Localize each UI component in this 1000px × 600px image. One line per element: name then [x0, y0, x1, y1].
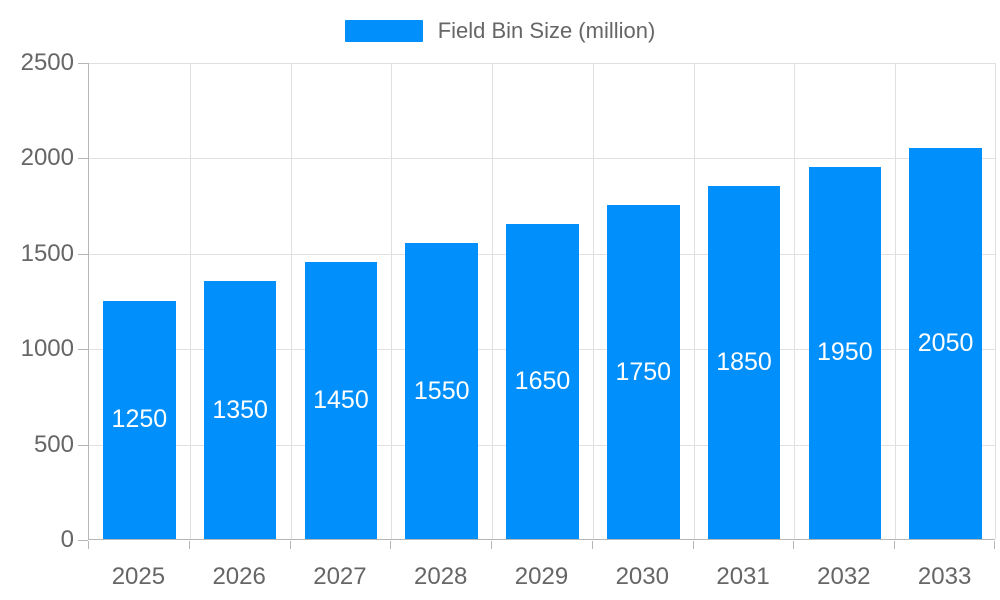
y-axis-tick [78, 63, 88, 64]
gridline-v [492, 63, 494, 539]
bar-2026[interactable]: 1350 [203, 281, 277, 539]
x-axis-tick [894, 541, 896, 549]
y-axis-tick-label: 1000 [20, 335, 74, 363]
bar-2027[interactable]: 1450 [304, 262, 378, 539]
x-axis-tick [289, 541, 291, 549]
x-axis-tick [994, 541, 995, 549]
x-axis-tick-label: 2028 [414, 563, 468, 590]
x-axis-tick [591, 541, 593, 549]
x-axis-tick [188, 541, 190, 549]
x-axis-tick-label: 2027 [313, 563, 367, 590]
gridline-v [290, 63, 292, 539]
x-axis-tick-label: 2031 [716, 563, 770, 590]
bar-value-label: 2050 [917, 328, 974, 357]
gridline-v [895, 63, 897, 539]
gridline-h [89, 63, 995, 64]
legend-label: Field Bin Size (million) [437, 18, 656, 43]
gridline-v [391, 63, 393, 539]
y-axis-tick [78, 253, 88, 255]
gridline-v [189, 63, 191, 539]
x-axis-tick [390, 541, 392, 549]
bar-value-label: 1250 [111, 405, 168, 434]
gridline-v [693, 63, 695, 539]
y-axis-tick-label: 2000 [20, 144, 74, 172]
legend-swatch-icon [344, 20, 423, 42]
y-axis-tick-label: 500 [33, 430, 74, 458]
bar-value-label: 1550 [413, 376, 470, 405]
bar-value-label: 1750 [615, 357, 672, 386]
x-axis-tick-label: 2029 [514, 563, 569, 590]
gridline-v [794, 63, 796, 539]
bar-2032[interactable]: 1950 [808, 166, 882, 539]
bar-2033[interactable]: 2050 [909, 147, 982, 539]
x-axis-tick-label: 2026 [212, 563, 266, 590]
x-axis-tick-label: 2030 [615, 563, 669, 590]
bar-value-label: 1650 [514, 367, 571, 396]
bar-2029[interactable]: 1650 [506, 224, 579, 539]
x-axis-tick [88, 541, 89, 549]
y-axis-tick [78, 158, 88, 160]
x-axis-tick [692, 541, 694, 549]
y-axis-tick [78, 444, 88, 446]
bar-2030[interactable]: 1750 [606, 205, 680, 539]
y-axis-tick [78, 540, 88, 541]
x-axis-tick-label: 2032 [817, 563, 871, 590]
bar-2025[interactable]: 1250 [103, 300, 176, 539]
x-axis-tick [793, 541, 795, 549]
x-axis-tick-label: 2025 [111, 563, 166, 590]
y-axis-tick-label: 2500 [20, 49, 74, 76]
bar-2028[interactable]: 1550 [405, 243, 478, 539]
bar-value-label: 1450 [313, 386, 369, 415]
bar-2031[interactable]: 1850 [707, 186, 781, 539]
x-axis-tick [491, 541, 493, 549]
y-axis-tick [78, 349, 88, 351]
y-axis-tick-label: 1500 [20, 239, 74, 267]
gridline-h [89, 158, 995, 160]
bar-value-label: 1350 [212, 395, 268, 424]
x-axis-tick-label: 2033 [917, 563, 972, 590]
gridline-v [995, 63, 996, 539]
plot-area: 1250 1350 1450 1550 1650 1750 1850 1950 2050 [88, 63, 996, 540]
y-axis-tick-label: 0 [60, 526, 74, 553]
chart-legend: Field Bin Size (million) [0, 18, 1000, 44]
legend-item[interactable]: Field Bin Size (million) [344, 18, 656, 44]
bar-value-label: 1950 [817, 338, 873, 367]
gridline-v [592, 63, 594, 539]
bar-value-label: 1850 [716, 348, 772, 377]
